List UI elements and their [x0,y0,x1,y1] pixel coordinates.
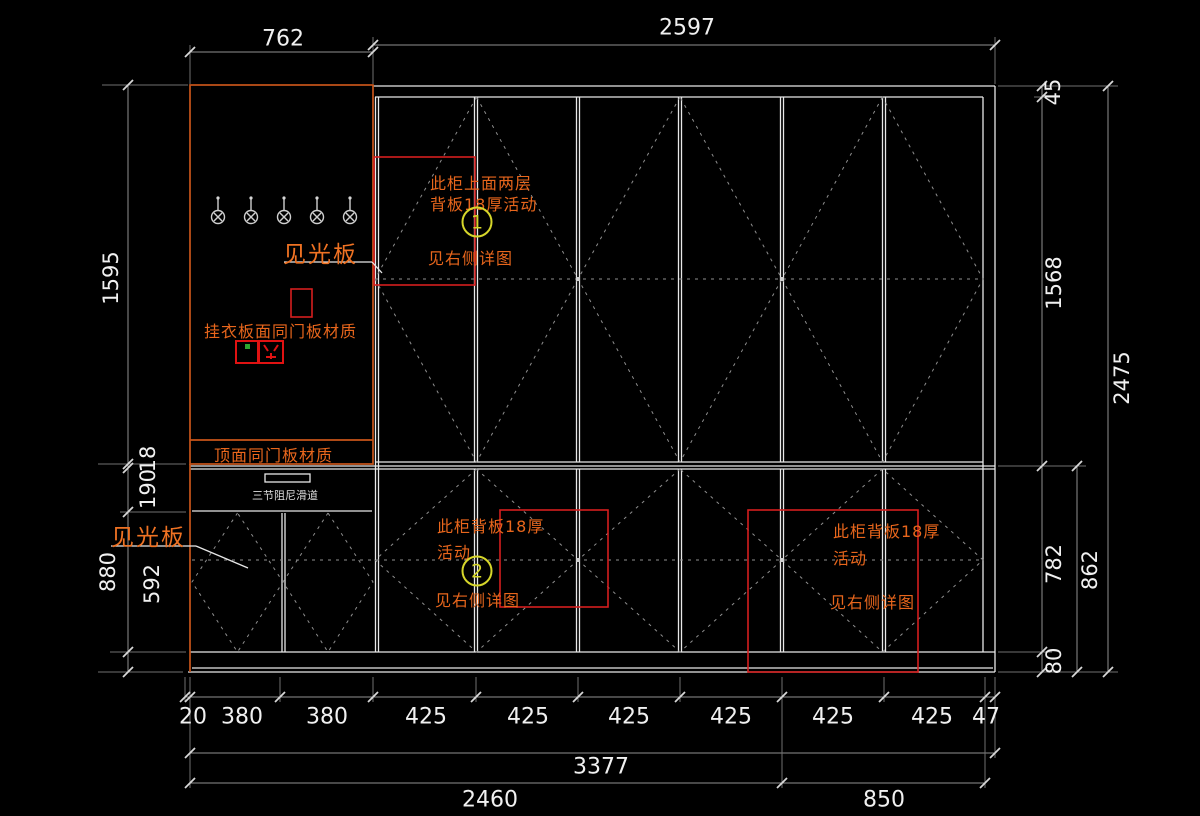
dim-right-1568: 1568 [1042,256,1066,310]
dim-right-782: 782 [1042,543,1066,585]
exposed-panel-outline [189,84,374,672]
dim-bottom-425d: 425 [710,704,752,730]
dim-bottom-380b: 380 [306,704,348,730]
exposed-panel-label-top: 见光板 [283,242,358,268]
dim-right-80: 80 [1042,647,1066,675]
top-face-note: 顶面同门板材质 [214,446,334,465]
door-swing-pattern [191,95,984,653]
callout2-text-line1: 此柜背板18厚 [437,517,545,536]
dim-bottom-47: 47 [972,704,1000,730]
clothes-hook-icon [243,196,259,225]
dimension-ticks [122,39,1114,789]
hanging-board-symbol [290,288,313,318]
dim-bottom-425c: 425 [608,704,650,730]
callout3-text-line2: 活动 [833,549,868,568]
highlight-box-3 [747,509,919,673]
callout2-number-badge: 2 [461,555,493,587]
dim-bottom-425f: 425 [911,704,953,730]
dim-top-762: 762 [262,26,304,52]
clothes-hook-icon [342,196,358,225]
clothes-hook-icon [309,196,325,225]
callout2-ref: 见右侧详图 [435,591,521,610]
callout3-ref: 见右侧详图 [830,593,916,612]
socket-icon [258,340,284,364]
clothes-hook-icons [210,196,358,225]
dim-left-592: 592 [140,563,164,605]
exposed-panel-label-left: 见光板 [111,525,186,551]
dim-bottom-425b: 425 [507,704,549,730]
dim-bottom-3377: 3377 [573,754,629,780]
clothes-hook-icon [210,196,226,225]
dim-bottom-2460: 2460 [462,787,518,813]
detail-highlight-boxes [290,156,919,673]
dim-top-2597: 2597 [659,15,715,41]
dim-bottom-380a: 380 [221,704,263,730]
dimension-lines [127,44,1109,784]
callout1-text-line1: 此柜上面两层 [430,174,533,193]
drawer-slide-note: 三节阻尼滑道 [252,489,318,502]
dim-left-880: 880 [96,551,120,593]
clothes-hook-icon [276,196,292,225]
dim-right-2475: 2475 [1110,351,1134,405]
dim-right-45: 45 [1041,78,1065,106]
dim-left-1595: 1595 [99,251,123,305]
dim-bottom-425a: 425 [405,704,447,730]
drawer-handle [264,473,311,483]
dim-bottom-20: 20 [179,704,207,730]
highlight-box-2 [499,509,609,608]
callout1-number-badge: 1 [461,206,493,238]
dim-right-862: 862 [1078,549,1102,591]
extension-lines [98,37,1118,788]
callout2-text-line2: 活动 [437,543,472,562]
callout1-ref: 见右侧详图 [428,249,514,268]
switch-icon [235,340,259,364]
hanging-board-note: 挂衣板面同门板材质 [204,322,358,341]
callout3-text-line1: 此柜背板18厚 [833,522,941,541]
dim-bottom-425e: 425 [812,704,854,730]
leader-lines [111,261,383,569]
callout1-text-line2: 背板18厚活动 [430,195,538,214]
cabinet-outline [188,85,996,673]
dim-left-190: 190 [136,468,160,510]
dim-bottom-850: 850 [863,787,905,813]
